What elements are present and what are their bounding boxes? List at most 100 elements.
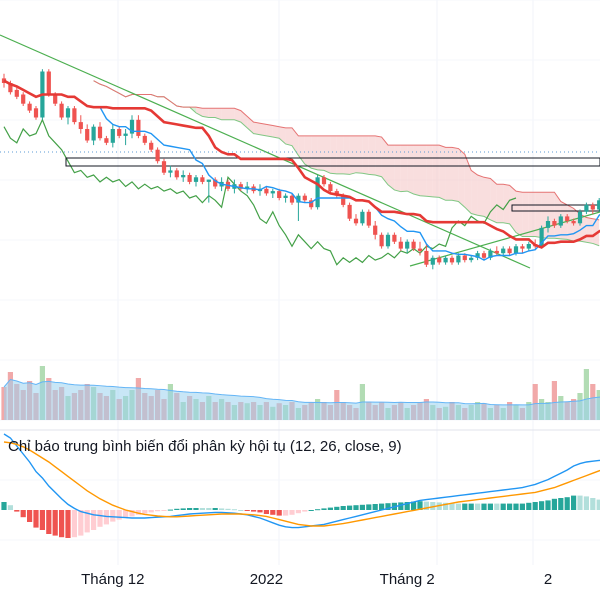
kumo-bear-segment: [413, 145, 420, 196]
macd-histogram-bar: [455, 503, 461, 510]
candle-body: [437, 257, 442, 263]
kijun-sen-line: [3, 79, 600, 249]
candle-body: [78, 122, 83, 129]
kumo-bear-segment: [260, 123, 267, 136]
kumo-bear-segment: [253, 122, 260, 135]
macd-histogram-bar: [417, 501, 423, 510]
candle-body: [481, 253, 487, 258]
macd-line: [3, 433, 600, 529]
macd-histogram-bar: [353, 505, 359, 510]
macd-histogram-bar: [468, 503, 474, 510]
macd-histogram-bar: [359, 504, 365, 510]
candle-body: [117, 129, 122, 136]
candle-body: [513, 246, 519, 254]
macd-histogram-bar: [123, 510, 129, 518]
candle-body: [149, 142, 154, 150]
macd-histogram-bar: [276, 510, 282, 516]
candle-body: [469, 257, 474, 261]
candle-body: [136, 119, 141, 136]
candle-body: [507, 248, 512, 254]
kumo-bear-segment: [464, 154, 472, 214]
macd-indicator-title[interactable]: Chỉ báo trung bình biến đổi phân kỳ hội …: [8, 438, 402, 455]
candle-body: [264, 188, 269, 194]
macd-histogram-bar: [551, 498, 557, 510]
candle-body: [33, 108, 39, 118]
candle-body: [200, 177, 205, 182]
candle-body: [539, 227, 544, 247]
macd-histogram-bar: [327, 507, 333, 510]
kumo-bear-segment: [292, 127, 299, 156]
macd-histogram-bar: [78, 510, 84, 536]
candle-body: [597, 200, 600, 210]
kumo-bear-segment: [394, 145, 401, 192]
macd-histogram-bar: [462, 503, 468, 510]
macd-histogram-bar: [251, 510, 257, 512]
macd-histogram-bar: [532, 502, 538, 510]
candle-body: [283, 195, 288, 198]
candle-body: [85, 129, 90, 141]
kumo-bear-segment: [477, 175, 484, 217]
kumo-bear-segment: [228, 108, 235, 120]
candle-body: [59, 103, 64, 118]
macd-histogram-bar: [334, 506, 340, 510]
candle-body: [424, 250, 429, 265]
macd-histogram-bar: [289, 510, 295, 515]
candle-body: [577, 211, 583, 224]
macd-histogram-bar: [206, 508, 212, 510]
macd-histogram-bar: [494, 503, 500, 510]
candle-body: [411, 241, 416, 249]
kumo-bear-segment: [336, 135, 344, 174]
macd-histogram-bar: [257, 510, 263, 513]
kumo-bear-segment: [381, 137, 388, 185]
kumo-bear-segment: [362, 135, 369, 175]
macd-histogram-bar: [225, 508, 231, 510]
candle-body: [161, 161, 167, 173]
macd-histogram-bar: [135, 510, 141, 515]
candle-body: [187, 175, 192, 182]
candle-body: [456, 255, 461, 263]
candle-body: [328, 184, 333, 192]
macd-histogram-bar: [398, 502, 404, 510]
candle-body: [27, 103, 32, 111]
kumo-bear-segment: [208, 108, 216, 118]
candle-body: [65, 108, 71, 118]
kumo-bear-segment: [356, 135, 363, 174]
macd-histogram-bar: [475, 503, 481, 510]
price-panel[interactable]: [0, 34, 600, 270]
candle-body: [206, 179, 211, 182]
candle-body: [309, 200, 314, 208]
candle-body: [494, 250, 499, 254]
macd-histogram-bar: [142, 510, 148, 514]
signal-line: [3, 441, 600, 527]
kumo-bear-segment: [272, 125, 280, 139]
senkou-span-b-line: [93, 80, 600, 221]
macd-histogram-bar: [308, 510, 314, 511]
macd-histogram-bar: [193, 508, 199, 510]
candle-body: [21, 94, 26, 104]
macd-histogram-bar: [1, 502, 7, 510]
volume-ma-area: [4, 379, 600, 420]
macd-histogram-bar: [167, 509, 173, 511]
macd-histogram-bar: [379, 503, 385, 510]
candle-body: [91, 126, 96, 141]
macd-histogram-bar: [539, 501, 545, 510]
macd-panel[interactable]: [1, 433, 600, 538]
candle-body: [379, 234, 384, 247]
macd-histogram-bar: [315, 509, 321, 511]
kumo-bear-segment: [535, 192, 542, 238]
candle-body: [558, 216, 563, 226]
candle-body: [72, 108, 77, 123]
support-box: [511, 204, 600, 212]
kumo-bear-segment: [202, 108, 209, 118]
candle-body: [360, 211, 365, 224]
kumo-bear-segment: [368, 135, 376, 175]
kumo-bear-segment: [586, 217, 593, 244]
kumo-bear-segment: [554, 192, 561, 239]
candle-body: [501, 248, 506, 254]
macd-histogram-bar: [590, 498, 596, 510]
macd-histogram-bar: [180, 508, 186, 510]
kumo-bear-segment: [330, 135, 337, 174]
volume-panel[interactable]: [1, 366, 600, 420]
macd-histogram-bar: [59, 510, 65, 538]
